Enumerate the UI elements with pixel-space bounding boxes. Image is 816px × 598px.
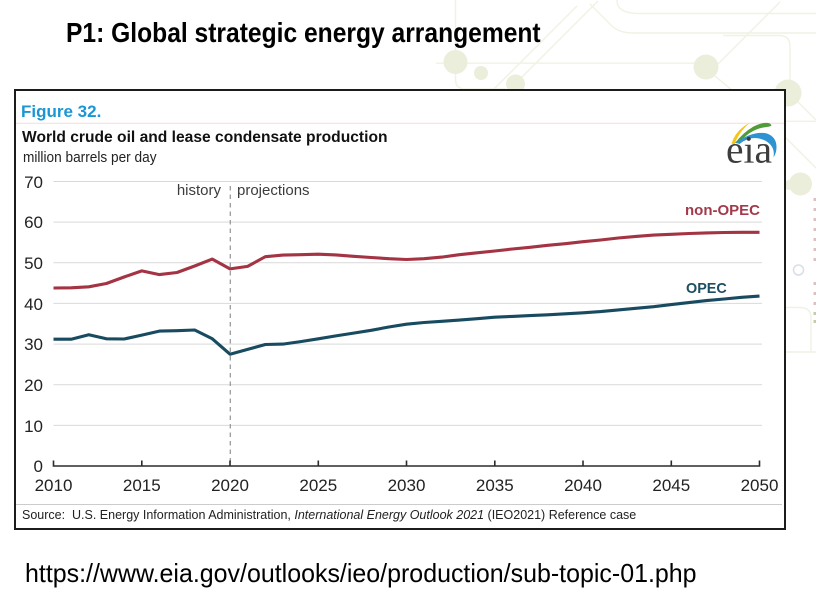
- svg-text:eia: eia: [726, 129, 772, 172]
